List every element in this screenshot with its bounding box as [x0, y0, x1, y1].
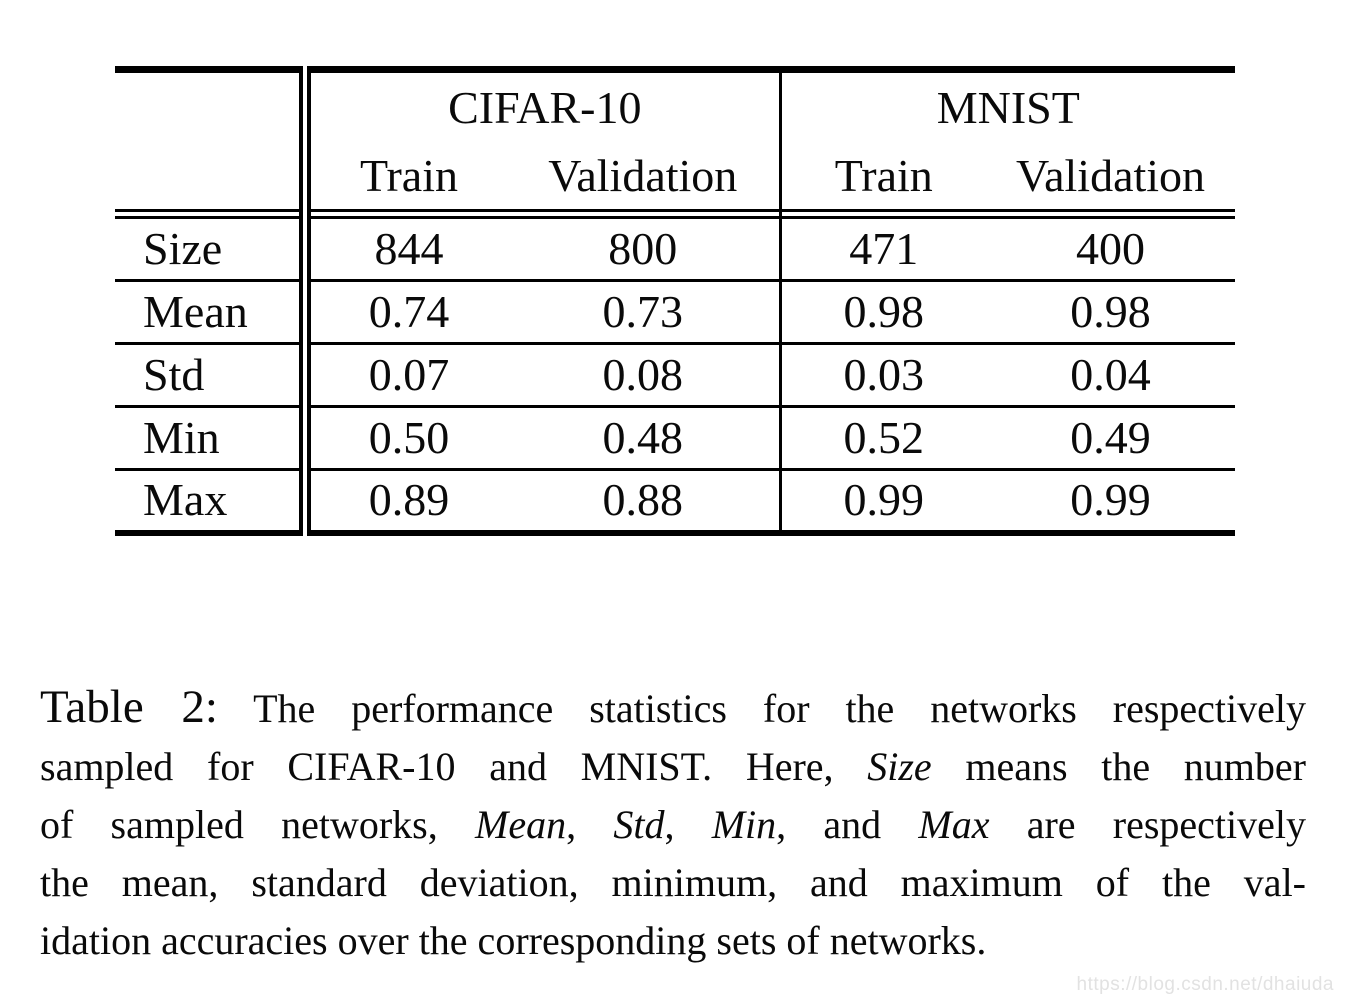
caption-segment: The performance statistics for the netwo… [217, 686, 1307, 731]
caption-segment: , and [776, 802, 919, 847]
cell-mean-cifar-train: 0.74 [299, 280, 507, 344]
row-label-mean: Mean [143, 286, 248, 337]
row-label-size: Size [143, 223, 223, 274]
cell-std-mnist-train: 0.03 [778, 343, 987, 407]
table-row-min: Min 0.50 0.48 0.52 0.49 [115, 406, 1236, 470]
cell-std-cifar-validation: 0.08 [602, 349, 684, 400]
column-group-header-row: CIFAR-10 MNIST [115, 69, 1236, 144]
caption-line-5: idation accuracies over the correspondin… [40, 912, 1306, 970]
table-row-std: Std 0.07 0.08 0.03 0.04 [115, 343, 1236, 407]
header-separator-double-rule [115, 209, 1236, 219]
caption-segment: , [664, 802, 712, 847]
caption-label: Table 2: [40, 681, 218, 733]
corner-cell-2 [115, 144, 305, 211]
caption-segment-italic-mean: Mean [475, 802, 567, 847]
cell-size-cifar-train: 844 [299, 217, 507, 281]
caption-segment: are respectively [989, 802, 1307, 847]
caption-segment-italic-min: Min [711, 802, 777, 847]
table-row-size: Size 844 800 471 400 [115, 217, 1235, 281]
caption-segment-italic-max: Max [918, 802, 990, 847]
watermark-url: https://blog.csdn.net/dhaiuda [1076, 974, 1334, 995]
cell-size-mnist-train: 471 [778, 217, 987, 281]
cell-std-cifar-train: 0.07 [299, 343, 507, 407]
column-group-cifar10: CIFAR-10 [298, 69, 781, 144]
cell-max-mnist-validation: 0.99 [1070, 474, 1151, 526]
header-mnist-validation: Validation [1015, 150, 1206, 202]
table-caption: Table 2: The performance statistics for … [40, 678, 1306, 970]
cell-size-mnist-validation: 400 [1076, 223, 1146, 274]
caption-segment: the mean, standard deviation, minimum, a… [40, 860, 1306, 905]
header-cifar10-train: Train [299, 143, 507, 211]
performance-stats-table: CIFAR-10 MNIST Train Validation Train Va… [115, 66, 1236, 536]
caption-segment-italic-std: Std [613, 802, 665, 847]
cell-mean-mnist-train: 0.98 [778, 280, 987, 344]
caption-segment: idation accuracies over the correspondin… [40, 918, 987, 963]
separator-cell [507, 209, 781, 219]
sub-header-row: Train Validation Train Validation [115, 143, 1235, 211]
caption-line-2: sampled for CIFAR-10 and MNIST. Here, Si… [40, 738, 1306, 796]
header-cifar10-validation: Validation [548, 150, 738, 202]
caption-line-4: the mean, standard deviation, minimum, a… [40, 854, 1306, 912]
cell-min-cifar-validation: 0.48 [602, 412, 684, 463]
row-label-std: Std [143, 349, 205, 400]
caption-segment: , [566, 802, 614, 847]
header-mnist-train: Train [778, 143, 987, 211]
caption-segment-italic-size: Size [867, 744, 932, 789]
cell-max-mnist-train: 0.99 [778, 469, 987, 533]
cell-mean-mnist-validation: 0.98 [1070, 286, 1151, 337]
cell-max-cifar-validation: 0.88 [602, 474, 684, 526]
caption-segment: of sampled networks, [40, 802, 475, 847]
cell-min-mnist-validation: 0.49 [1070, 412, 1151, 463]
cell-mean-cifar-validation: 0.73 [602, 286, 684, 337]
separator-cell [986, 209, 1236, 219]
separator-cell [115, 209, 305, 219]
separator-cell [299, 209, 507, 219]
cell-min-mnist-train: 0.52 [778, 406, 987, 470]
cell-min-cifar-train: 0.50 [299, 406, 507, 470]
row-label-max: Max [143, 474, 228, 526]
caption-line-1: Table 2: The performance statistics for … [40, 678, 1306, 738]
corner-cell [115, 70, 305, 144]
cell-std-mnist-validation: 0.04 [1070, 349, 1151, 400]
row-label-min: Min [143, 412, 220, 463]
column-group-mnist: MNIST [778, 69, 1236, 144]
caption-line-3: of sampled networks, Mean, Std, Min, and… [40, 796, 1306, 854]
caption-segment: means the number [931, 744, 1306, 789]
separator-cell [778, 209, 987, 219]
cell-max-cifar-train: 0.89 [299, 469, 507, 533]
cell-size-cifar-validation: 800 [608, 223, 678, 274]
caption-segment: sampled for CIFAR-10 and MNIST. Here, [40, 744, 868, 789]
table-row-mean: Mean 0.74 0.73 0.98 0.98 [115, 280, 1236, 344]
table-row-max: Max 0.89 0.88 0.99 0.99 [115, 469, 1236, 533]
